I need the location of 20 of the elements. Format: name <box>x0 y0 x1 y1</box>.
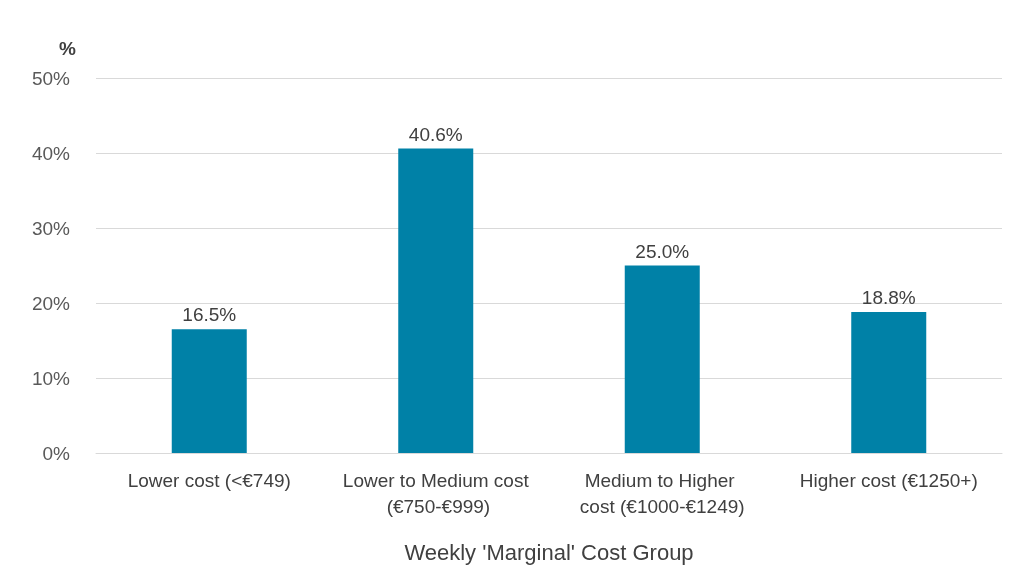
bar <box>851 312 927 453</box>
x-axis-title: Weekly 'Marginal' Cost Group <box>404 539 694 565</box>
data-label: 18.8% <box>861 287 916 308</box>
data-label: 40.6% <box>408 123 463 145</box>
y-tick-label: 20% <box>31 292 71 314</box>
y-tick-label: 50% <box>31 67 71 89</box>
x-tick-label: Higher cost (€1250+) <box>799 469 978 491</box>
y-tick-label: 30% <box>31 217 71 239</box>
y-axis-title: % <box>59 38 77 59</box>
bar <box>624 265 700 453</box>
data-label: 16.5% <box>182 304 237 326</box>
x-tick-label: Medium to Higher cost (€1000-€1249) <box>579 469 745 517</box>
y-tick-label: 10% <box>31 367 71 389</box>
bar <box>171 329 247 453</box>
y-tick-label: 40% <box>31 142 71 164</box>
data-label: 25.0% <box>635 240 690 262</box>
y-tick-label: 0% <box>42 442 71 464</box>
bar <box>398 148 474 453</box>
x-tick-label: Lower cost (<€749) <box>127 469 291 491</box>
x-tick-label: Lower to Medium cost (€750-€999) <box>342 469 530 517</box>
